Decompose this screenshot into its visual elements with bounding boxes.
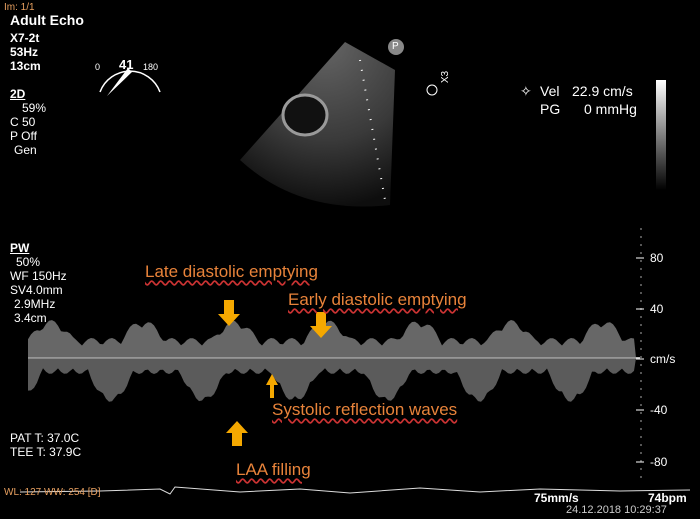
image-index: Im: 1/1 xyxy=(4,2,35,13)
pw-freq: 2.9MHz xyxy=(14,297,56,311)
p-icon xyxy=(388,39,404,55)
scale-label: -40 xyxy=(650,403,668,417)
annotation-filling: LAA filling xyxy=(236,460,311,479)
wall-filter: WF 150Hz xyxy=(10,269,67,283)
annotation-systolic: Systolic reflection waves xyxy=(272,400,458,419)
probe-icon xyxy=(426,84,438,96)
vel-label: Vel xyxy=(540,83,560,99)
pat-temp: PAT T: 37.0C xyxy=(10,431,80,445)
power: P Off xyxy=(10,129,37,143)
dial-needle xyxy=(107,68,132,96)
sweep-speed: 75mm/s xyxy=(534,491,579,505)
scale-label: 40 xyxy=(650,302,664,316)
annotation-late: Late diastolic emptying xyxy=(145,262,318,281)
heart-rate: 74bpm xyxy=(648,491,687,505)
annotation-early: Early diastolic emptying xyxy=(288,290,467,309)
pw-depth: 3.4cm xyxy=(14,311,47,325)
pw-gain: 50% xyxy=(16,255,41,269)
doppler-spectrum xyxy=(28,320,636,402)
pg-value: 0 mmHg xyxy=(584,101,637,117)
sample-volume: SV4.0mm xyxy=(10,283,63,297)
scale-label: cm/s xyxy=(650,352,676,366)
scale-label: 80 xyxy=(650,251,664,265)
spectrum-envelope xyxy=(28,358,636,402)
scale-label: -80 xyxy=(650,455,668,469)
mode-label: 2D xyxy=(10,87,26,101)
compression: C 50 xyxy=(10,115,36,129)
timestamp: 24.12.2018 10:29:37 xyxy=(566,504,667,516)
pg-label: PG xyxy=(540,101,561,117)
vel-value: 22.9 cm/s xyxy=(572,83,633,99)
dial-max: 180 xyxy=(143,62,159,72)
gray-scale-bar xyxy=(656,80,666,190)
frame-rate: 53Hz xyxy=(10,45,39,59)
dial-min: 0 xyxy=(95,62,101,72)
window-level: WL: 127 WW: 254 [D] xyxy=(4,487,101,498)
x3-label: X3 xyxy=(440,70,452,84)
freq: Gen xyxy=(14,143,37,157)
arrows xyxy=(218,300,332,446)
ecg-trace xyxy=(19,486,691,495)
tee-temp: TEE T: 37.9C xyxy=(10,445,82,459)
dial-arc xyxy=(99,70,161,93)
dial-angle: 41 xyxy=(119,57,134,72)
depth: 13cm xyxy=(10,59,41,73)
spectrum-envelope xyxy=(28,320,636,358)
p-icon-label: P xyxy=(392,41,399,52)
gain: 59% xyxy=(22,101,47,115)
probe: X7-2t xyxy=(10,31,40,45)
pw-label: PW xyxy=(10,241,30,255)
preset: Adult Echo xyxy=(10,12,84,28)
chamber xyxy=(281,93,329,137)
